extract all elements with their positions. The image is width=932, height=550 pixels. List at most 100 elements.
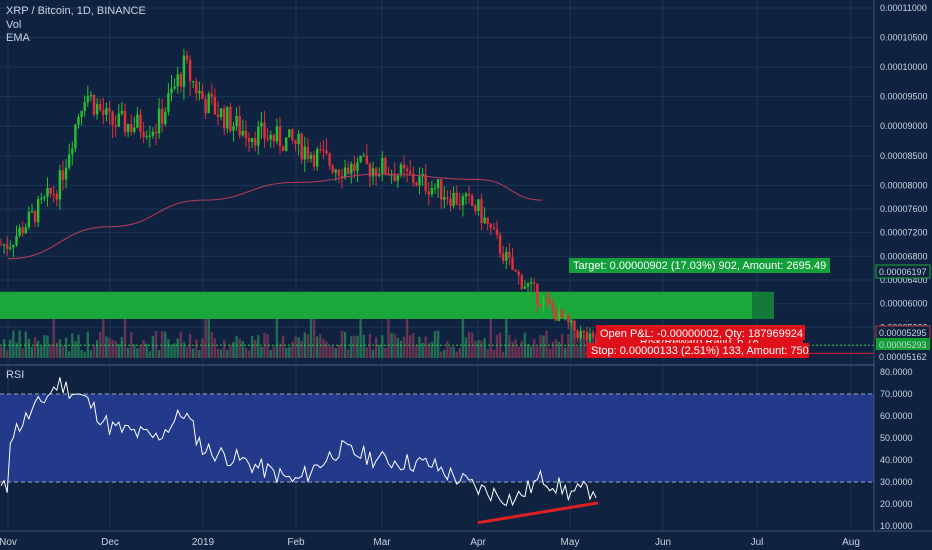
volume-bar [86,331,89,358]
candle-body [232,126,235,131]
candle-body [49,187,52,194]
candle-body [319,149,322,151]
candle-body [74,124,77,149]
time-axis[interactable]: Nov Dec 2019 Feb Mar Apr May Jun Jul Aug [0,537,860,548]
candlesticks[interactable] [0,48,598,347]
volume-bar [312,293,316,358]
candle-body [526,283,530,287]
candle-body [368,163,372,177]
candle-body [474,205,477,212]
volume-bar [430,342,434,358]
candle-body [266,138,269,140]
candle-body [585,332,589,341]
stop-label[interactable]: Stop: 0.00000133 (2.51%) 133, Amount: 75… [587,343,809,358]
volume-bar [533,339,536,358]
vol-indicator-label[interactable]: Vol [6,19,22,31]
price-tick-label: 0.00007600 [880,204,928,214]
open-pl-label[interactable]: Open P&L: -0.00000002, Qty: 187969924 [596,325,805,340]
rsi-line [0,377,597,507]
volume-bar [80,350,83,358]
candle-body [480,199,483,223]
candle-body [409,171,412,174]
price-tick-label: 0.00007200 [880,228,928,238]
volume-bar [278,343,282,358]
volume-bar [579,334,582,358]
candle-body [269,134,272,140]
candle-body [446,197,449,199]
volume-bar [126,347,130,358]
candle-body [455,192,458,205]
price-tick-label: 0.00010500 [880,33,928,43]
candle-body [68,154,71,168]
candle-body [12,245,15,248]
volume-bar [508,335,511,358]
volume-bar [328,346,331,358]
ema-indicator-label[interactable]: EMA [6,32,30,44]
volume-bar [489,301,492,358]
candle-body [548,299,551,304]
volume-bar [567,334,570,358]
candle-body [151,131,155,136]
candle-body [136,114,139,128]
candle-body [89,95,93,97]
volume-bar [176,338,179,358]
time-tick-label: Apr [470,537,486,548]
volume-bar [443,349,446,358]
candle-body [328,153,331,166]
candle-body [46,187,49,197]
candle-body [117,113,120,127]
volume-bar [455,351,458,358]
candle-body [433,188,437,190]
candle-body [399,164,403,176]
volume-bar [325,341,328,358]
volume-bar [232,341,235,358]
volume-bar [167,339,170,358]
rsi-tick-label: 70.0000 [880,389,913,399]
volume-bar [350,336,353,358]
svg-text:Open P&L: -0.00000002, Qty: 18: Open P&L: -0.00000002, Qty: 187969924 [600,328,803,340]
candle-body [579,330,582,339]
volume-bar [120,337,124,358]
rsi-indicator-label[interactable]: RSI [6,369,25,381]
price-tick-label: 0.00006800 [880,251,928,261]
volume-bar [250,336,254,358]
candle-body [334,169,337,173]
candle-body [95,104,99,115]
candle-body [30,210,34,212]
candle-body [114,125,117,127]
candle-body [365,155,368,164]
target-label[interactable]: Target: 0.00000902 (17.03%) 902, Amount:… [569,258,830,273]
volume-bar [564,347,567,358]
candle-body [176,74,179,87]
candle-body [567,315,570,323]
candle-body [142,131,145,138]
rsi-axis[interactable]: 80.0000 70.0000 60.0000 50.0000 40.0000 30.00… [880,367,913,531]
candle-body [517,271,520,276]
candle-body [536,283,539,305]
price-tick-label: 0.00008000 [880,180,928,190]
volume-bar [427,343,430,358]
candle-body [520,275,523,289]
volume-bar [291,341,294,358]
volume-bar [573,331,576,358]
volume-bar [517,346,520,358]
symbol-title[interactable]: XRP / Bitcoin, 1D, BINANCE [6,5,146,17]
volume-bar [483,338,486,358]
candle-body [210,93,213,97]
candle-body [254,138,257,146]
price-tick-label: 0.00009500 [880,92,928,102]
candle-body [554,310,558,321]
volume-bar [464,337,468,358]
candle-body [343,167,347,178]
candle-body [551,303,554,311]
volume-bar [219,349,223,358]
candle-body [33,210,37,223]
price-tick-label: 0.00009000 [880,121,928,131]
volume-bar [402,336,406,358]
candle-body [288,129,291,138]
volume-bar [142,339,145,358]
svg-text:0.00005162: 0.00005162 [879,352,927,362]
candle-body [436,179,440,189]
volume-bar [511,341,514,358]
